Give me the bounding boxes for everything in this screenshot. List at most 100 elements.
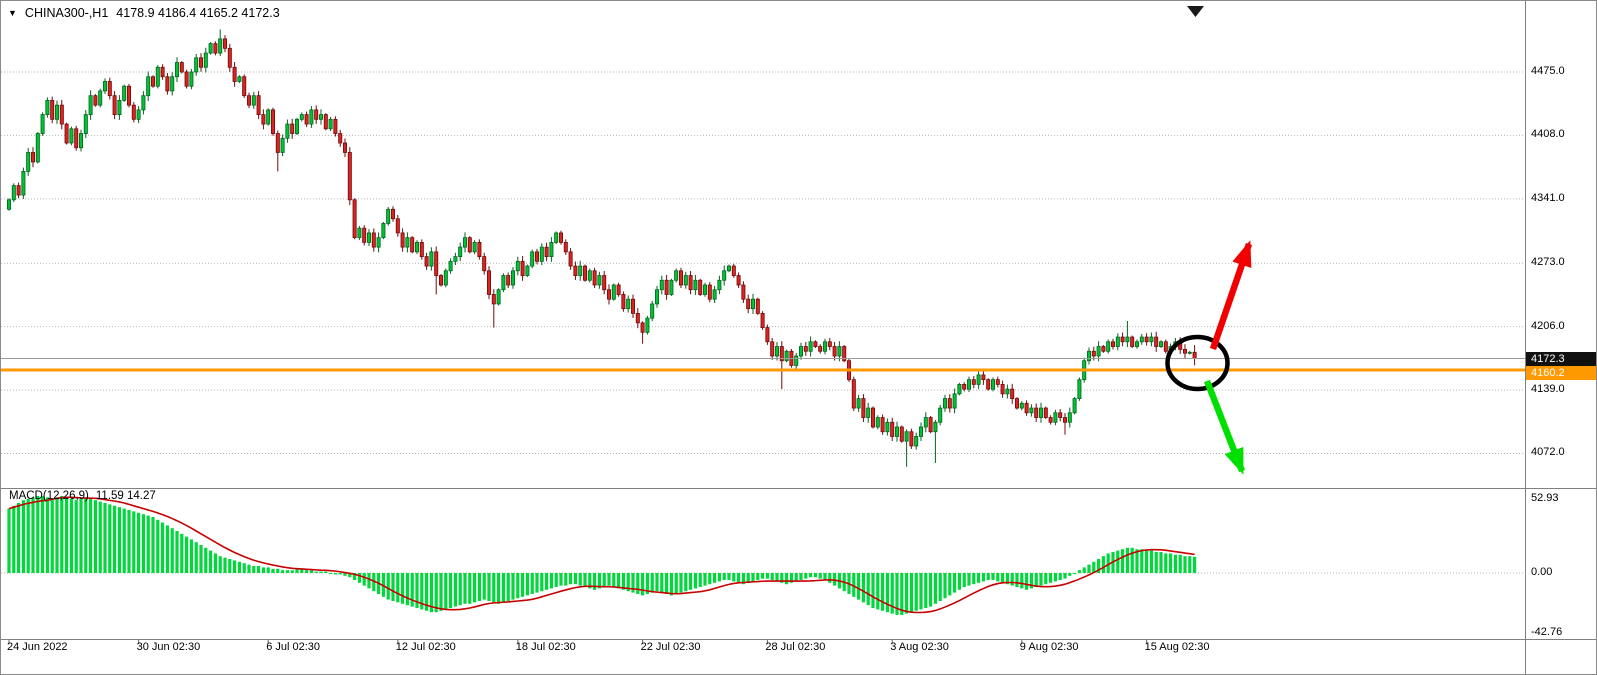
macd-histogram-bar — [617, 573, 621, 589]
macd-histogram-bar — [569, 573, 573, 585]
macd-histogram-bar — [156, 519, 160, 573]
candle-body — [45, 99, 50, 115]
candle-body — [832, 346, 837, 357]
macd-histogram-bar — [170, 528, 174, 573]
candle-body — [107, 81, 112, 97]
macd-histogram-bar — [21, 500, 25, 573]
macd-histogram-bar — [55, 497, 59, 573]
candle-body — [1163, 341, 1168, 352]
candle-body — [1096, 346, 1101, 357]
candle-body — [1106, 341, 1111, 352]
candle-body — [530, 251, 535, 267]
candle-body — [962, 383, 967, 390]
macd-histogram-bar — [146, 515, 150, 573]
time-axis[interactable]: 24 Jun 2022 30 Jun 02:30 6 Jul 02:30 12 Jul… — [1, 641, 1525, 663]
candle-body — [362, 227, 367, 243]
candle-body — [741, 284, 746, 300]
macd-histogram-bar — [794, 573, 798, 582]
macd-histogram-bar — [1010, 573, 1014, 586]
candle-body — [995, 379, 1000, 385]
macd-histogram-bar — [665, 573, 669, 594]
macd-histogram-bar — [434, 573, 438, 613]
macd-histogram-bar — [473, 573, 477, 603]
candle-body — [7, 199, 12, 210]
macd-histogram-bar — [1097, 559, 1101, 573]
macd-histogram-bar — [929, 573, 933, 607]
bullish-arrow-annotation[interactable] — [1209, 240, 1253, 351]
macd-histogram-bar — [1193, 556, 1197, 573]
candle-body — [347, 152, 352, 201]
candle-body — [808, 341, 813, 352]
macd-histogram-bar — [93, 500, 97, 573]
macd-histogram-bar — [1188, 556, 1192, 573]
macd-axis-label: 52.93 — [1531, 491, 1559, 504]
macd-histogram-bar — [180, 533, 184, 573]
candle-body — [472, 241, 477, 253]
candle-body — [967, 379, 972, 390]
macd-histogram-bar — [746, 573, 750, 583]
hline-price-tag: 4160.2 — [1526, 365, 1596, 380]
macd-histogram-bar — [324, 571, 328, 573]
bearish-arrow-annotation[interactable] — [1203, 379, 1246, 475]
macd-histogram-bar — [329, 573, 333, 574]
macd-histogram-bar — [295, 568, 299, 573]
macd-histogram-bar — [1154, 552, 1158, 573]
candle-body — [266, 109, 271, 125]
macd-histogram-bar — [972, 573, 976, 585]
macd-histogram-bar — [353, 573, 357, 580]
candle-body — [976, 374, 981, 385]
macd-histogram-bar — [204, 547, 208, 573]
macd-indicator — [7, 496, 1197, 615]
macd-histogram-bar — [804, 573, 808, 579]
macd-histogram-bar — [564, 573, 568, 586]
candle-body — [971, 379, 976, 385]
macd-histogram-bar — [554, 573, 558, 587]
circle-annotation[interactable] — [1165, 334, 1230, 392]
candle-body — [1183, 348, 1188, 354]
price-axis-label: 4139.0 — [1531, 383, 1565, 396]
candle-body — [842, 346, 847, 362]
macd-histogram-bar — [26, 498, 30, 573]
candle-body — [16, 185, 21, 196]
macd-histogram-bar — [223, 557, 227, 573]
candle-body — [1029, 407, 1034, 414]
macd-histogram-bar — [938, 573, 942, 601]
candle-body — [184, 71, 189, 87]
candle-body — [1130, 336, 1135, 347]
candle-body — [535, 251, 540, 262]
candle-body — [443, 270, 448, 286]
candle-body — [429, 251, 434, 267]
candle-body — [525, 265, 530, 276]
candle-body — [419, 241, 424, 257]
macd-histogram-bar — [309, 570, 313, 573]
price-axis[interactable]: 4475.0 4408.0 4341.0 4273.0 4206.0 4139.0 4072… — [1525, 1, 1596, 674]
macd-histogram-bar — [516, 573, 520, 599]
macd-histogram-bar — [31, 497, 35, 573]
price-axis-label: 4408.0 — [1531, 128, 1565, 141]
candle-body — [1039, 407, 1044, 418]
macd-histogram-bar — [1049, 573, 1053, 583]
candle-body — [914, 436, 919, 447]
candle-body — [11, 185, 16, 201]
candle-body — [366, 232, 371, 243]
candle-body — [83, 114, 88, 134]
symbol-dropdown-icon[interactable]: ▼ — [8, 8, 17, 18]
macd-histogram-bar — [405, 573, 409, 606]
candle-body — [1115, 336, 1120, 347]
candle-body — [222, 38, 227, 49]
macd-histogram-bar — [996, 573, 1000, 582]
macd-histogram-bar — [348, 573, 352, 578]
candle-body — [1034, 407, 1039, 418]
macd-histogram-bar — [732, 573, 736, 582]
macd-histogram-bar — [756, 573, 760, 580]
candle-body — [160, 66, 165, 78]
macd-histogram-bar — [391, 573, 395, 601]
candle-body — [938, 407, 943, 423]
macd-histogram-bar — [266, 567, 270, 573]
macd-histogram-bar — [45, 497, 49, 573]
candle-body — [645, 317, 650, 333]
candle-body — [194, 57, 199, 73]
macd-histogram-bar — [367, 573, 371, 589]
macd-histogram-bar — [281, 570, 285, 573]
